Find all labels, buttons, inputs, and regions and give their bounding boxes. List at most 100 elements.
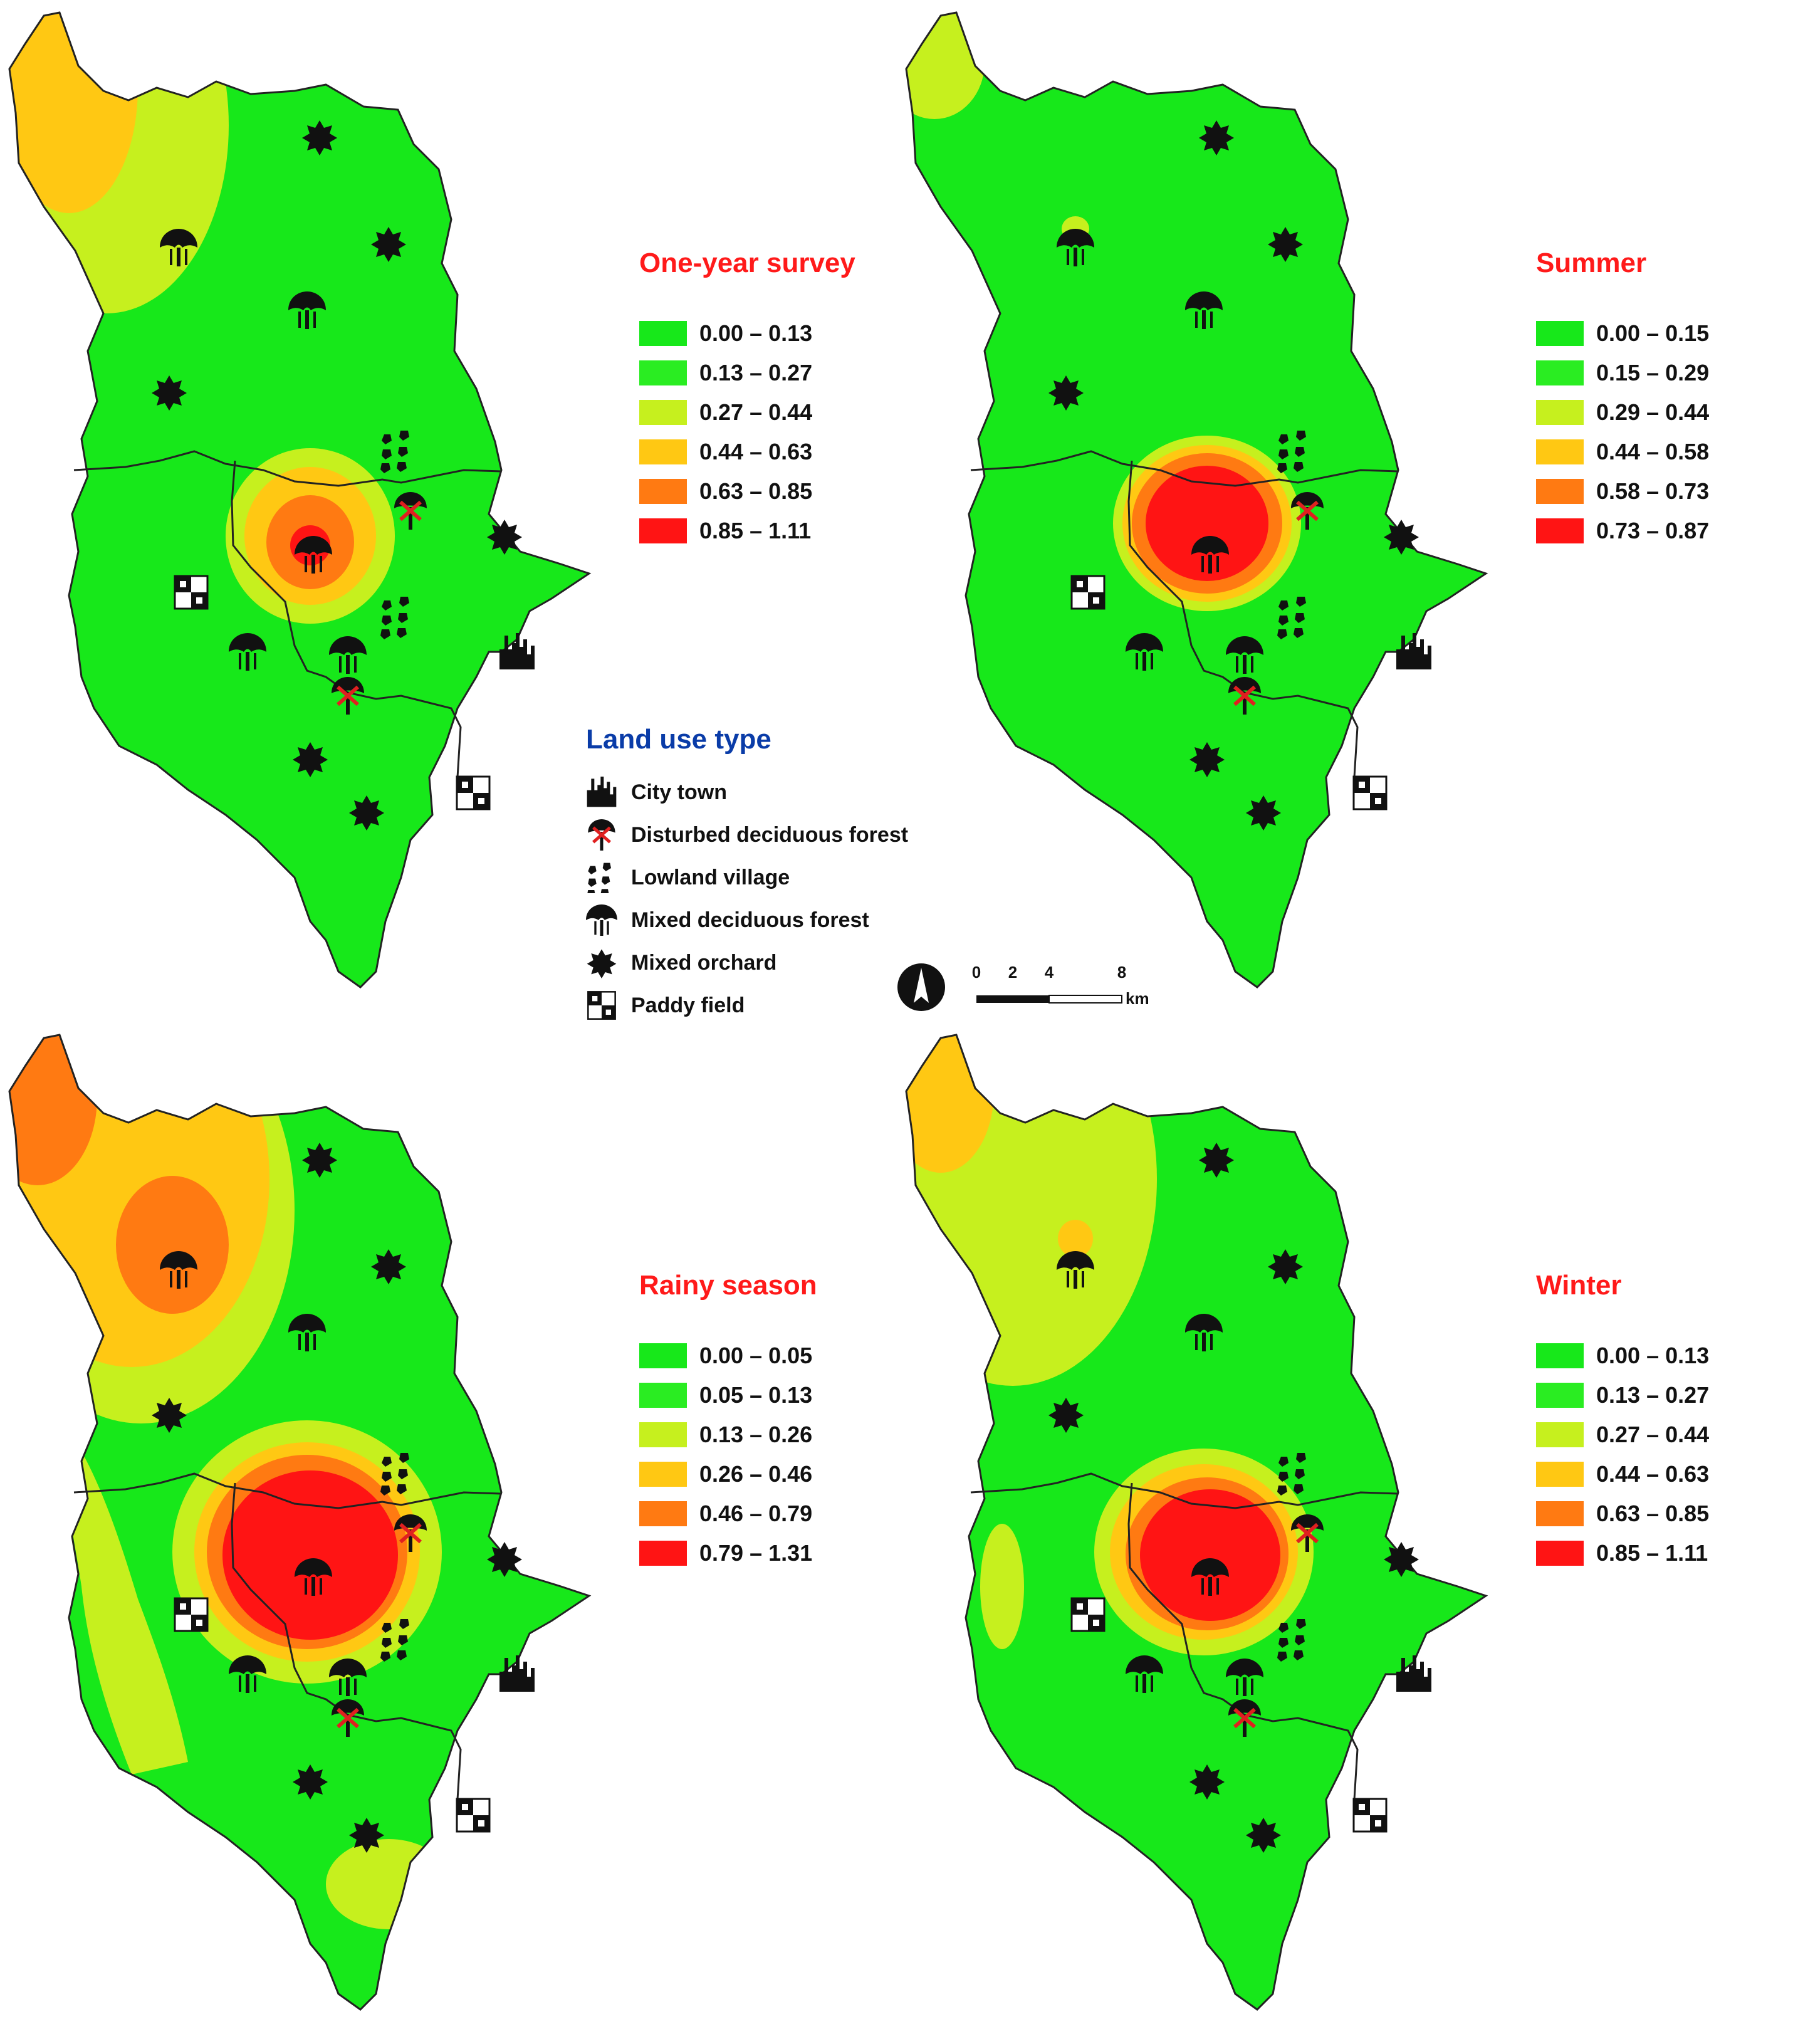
legend-title: Summer xyxy=(1536,248,1647,278)
legend-range: 0.00 – 0.13 xyxy=(1596,1342,1710,1368)
map-panel-rainy: Rainy season 0.00 – 0.05 0.05 – 0.13 0.1… xyxy=(0,1022,896,2044)
legend-swatch xyxy=(639,478,687,504)
legend-range: 0.46 – 0.79 xyxy=(699,1500,813,1526)
legend-item: 0.44 – 0.58 xyxy=(1536,432,1709,471)
legend-range: 0.05 – 0.13 xyxy=(699,1381,813,1408)
legend-swatch xyxy=(1536,360,1584,385)
legend-range: 0.63 – 0.85 xyxy=(699,478,813,504)
legend-item: 0.15 – 0.29 xyxy=(1536,353,1709,392)
legend-range: 0.26 – 0.46 xyxy=(699,1460,813,1487)
legend-swatch xyxy=(1536,518,1584,543)
legend-range: 0.44 – 0.58 xyxy=(1596,438,1710,464)
legend-range: 0.15 – 0.29 xyxy=(1596,359,1710,385)
scale-segment-light xyxy=(1048,995,1122,1004)
legend-range: 0.27 – 0.44 xyxy=(1596,1421,1710,1447)
legend-range: 0.63 – 0.85 xyxy=(1596,1500,1710,1526)
mixed-orchard-icon xyxy=(587,949,617,978)
legend-item: 0.85 – 1.11 xyxy=(639,511,855,550)
legend-item: 0.00 – 0.13 xyxy=(1536,1336,1709,1375)
legend-swatch xyxy=(1536,1382,1584,1408)
map-one-year xyxy=(8,11,590,988)
legend-winter: Winter 0.00 – 0.13 0.13 – 0.27 0.27 – 0.… xyxy=(1536,1270,1709,1573)
legend-range: 0.79 – 1.31 xyxy=(699,1539,813,1566)
legend-range: 0.29 – 0.44 xyxy=(1596,399,1710,425)
legend-range: 0.27 – 0.44 xyxy=(699,399,813,425)
legend-swatch xyxy=(1536,1343,1584,1368)
legend-item: 0.85 – 1.11 xyxy=(1536,1533,1709,1573)
legend-range: 0.73 – 0.87 xyxy=(1596,517,1710,543)
mixed-forest-icon xyxy=(586,904,617,936)
legend-item: 0.63 – 0.85 xyxy=(639,471,855,511)
legend-one-year: One-year survey 0.00 – 0.13 0.13 – 0.27 … xyxy=(639,248,855,550)
legend-item: 0.26 – 0.46 xyxy=(639,1454,817,1494)
legend-range: 0.13 – 0.27 xyxy=(1596,1381,1710,1408)
land-use-legend: Land use type City town Disturbed decidu… xyxy=(586,724,908,1027)
map-winter xyxy=(905,1034,1487,2011)
legend-swatch xyxy=(639,320,687,346)
legend-item: 0.13 – 0.27 xyxy=(1536,1375,1709,1415)
legend-swatch xyxy=(639,1540,687,1566)
land-use-item: Mixed deciduous forest xyxy=(586,899,908,941)
land-use-item: Paddy field xyxy=(586,984,908,1027)
legend-title: Rainy season xyxy=(639,1270,817,1301)
land-use-item: Disturbed deciduous forest xyxy=(586,814,908,856)
legend-swatch xyxy=(1536,439,1584,464)
legend-summer: Summer 0.00 – 0.15 0.15 – 0.29 0.29 – 0.… xyxy=(1536,248,1709,550)
legend-swatch xyxy=(639,1422,687,1447)
legend-item: 0.05 – 0.13 xyxy=(639,1375,817,1415)
scale-segment-dark xyxy=(976,995,1049,1003)
legend-swatch xyxy=(639,399,687,425)
legend-swatch xyxy=(1536,1501,1584,1526)
legend-range: 0.85 – 1.11 xyxy=(699,517,812,543)
land-use-label: City town xyxy=(631,780,727,804)
land-use-item: Mixed orchard xyxy=(586,941,908,984)
north-arrow-and-scale: 0 2 4 8 km xyxy=(897,963,1149,1011)
scale-tick-label: 4 xyxy=(1045,963,1054,982)
legend-swatch xyxy=(639,360,687,385)
legend-title: Winter xyxy=(1536,1270,1622,1301)
legend-item: 0.27 – 0.44 xyxy=(639,392,855,432)
legend-range: 0.13 – 0.26 xyxy=(699,1421,813,1447)
legend-range: 0.44 – 0.63 xyxy=(699,438,813,464)
land-use-title: Land use type xyxy=(586,724,771,755)
legend-item: 0.44 – 0.63 xyxy=(639,432,855,471)
legend-item: 0.13 – 0.27 xyxy=(639,353,855,392)
scale-unit: km xyxy=(1126,989,1149,1008)
legend-range: 0.00 – 0.15 xyxy=(1596,320,1710,346)
land-use-label: Paddy field xyxy=(631,993,745,1017)
land-use-label: Mixed orchard xyxy=(631,950,777,975)
legend-item: 0.46 – 0.79 xyxy=(639,1494,817,1533)
legend-item: 0.73 – 0.87 xyxy=(1536,511,1709,550)
scale-tick-label: 8 xyxy=(1117,963,1126,982)
legend-item: 0.44 – 0.63 xyxy=(1536,1454,1709,1494)
legend-item: 0.00 – 0.13 xyxy=(639,313,855,353)
legend-item: 0.29 – 0.44 xyxy=(1536,392,1709,432)
land-use-label: Disturbed deciduous forest xyxy=(631,822,909,847)
map-panel-winter: Winter 0.00 – 0.13 0.13 – 0.27 0.27 – 0.… xyxy=(897,1022,1793,2044)
map-panel-one-year: One-year survey 0.00 – 0.13 0.13 – 0.27 … xyxy=(0,0,896,1022)
land-use-label: Lowland village xyxy=(631,865,790,889)
legend-swatch xyxy=(1536,320,1584,346)
paddy-field-icon xyxy=(587,991,616,1020)
legend-range: 0.00 – 0.13 xyxy=(699,320,813,346)
legend-item: 0.00 – 0.05 xyxy=(639,1336,817,1375)
legend-range: 0.85 – 1.11 xyxy=(1596,1539,1708,1566)
legend-range: 0.00 – 0.05 xyxy=(699,1342,813,1368)
legend-swatch xyxy=(1536,1540,1584,1566)
map-summer xyxy=(905,11,1487,988)
scale-bar: 0 2 4 8 km xyxy=(972,963,1149,1008)
legend-item: 0.13 – 0.26 xyxy=(639,1415,817,1454)
legend-swatch xyxy=(1536,478,1584,504)
legend-item: 0.63 – 0.85 xyxy=(1536,1494,1709,1533)
legend-item: 0.00 – 0.15 xyxy=(1536,313,1709,353)
legend-rainy: Rainy season 0.00 – 0.05 0.05 – 0.13 0.1… xyxy=(639,1270,817,1573)
lowland-village-icon xyxy=(587,862,611,893)
land-use-item: City town xyxy=(586,771,908,814)
legend-range: 0.44 – 0.63 xyxy=(1596,1460,1710,1487)
disturbed-forest-icon xyxy=(586,819,617,851)
legend-item: 0.79 – 1.31 xyxy=(639,1533,817,1573)
city-town-icon xyxy=(587,777,617,807)
legend-swatch xyxy=(639,1382,687,1408)
legend-swatch xyxy=(639,439,687,464)
scale-tick-label: 0 xyxy=(972,963,981,982)
